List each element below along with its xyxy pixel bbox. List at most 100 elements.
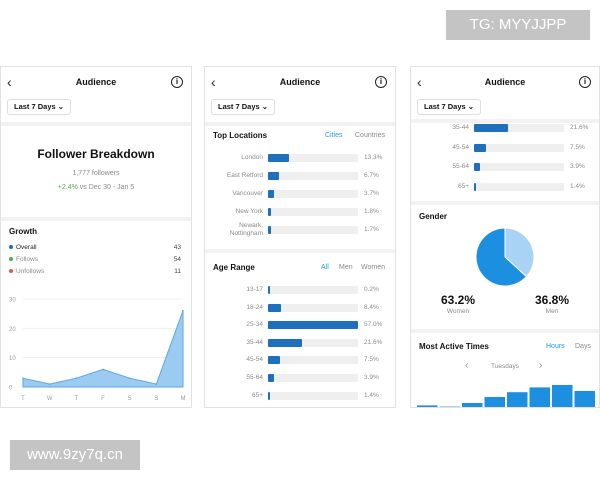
info-icon[interactable]: i bbox=[171, 76, 183, 88]
row-label: Vancouver bbox=[232, 190, 263, 197]
tab-days[interactable]: Days bbox=[575, 343, 591, 350]
legend-row: Unfollows 11 bbox=[9, 266, 181, 278]
growth-point bbox=[22, 377, 24, 379]
growth-chart: 30 20 10 0 T W T F S S M bbox=[9, 298, 186, 403]
row-bar bbox=[268, 391, 271, 400]
row-percent: 1.4% bbox=[364, 391, 379, 399]
row-bar bbox=[474, 182, 477, 191]
row-percent: 1.8% bbox=[364, 208, 379, 215]
x-tick-label: T bbox=[74, 396, 78, 402]
legend-dot bbox=[9, 269, 13, 274]
followers-change: +2.4% vs Dec 30 - Jan 5 bbox=[1, 184, 191, 191]
y-tick-label: 20 bbox=[9, 327, 16, 333]
pie-slice-men bbox=[504, 227, 535, 278]
row-percent: 21.6% bbox=[570, 124, 589, 131]
row-bar bbox=[268, 303, 282, 312]
row-percent: 3.7% bbox=[364, 190, 379, 197]
legend-value: 54 bbox=[173, 256, 181, 263]
watermark-top: TG: MYYJJPP bbox=[446, 10, 590, 40]
x-tick-label: T bbox=[21, 396, 25, 402]
legend-row: Overall 43 bbox=[9, 242, 181, 254]
audience-screen-overview: ‹ Audience i Last 7 Days ⌄ Follower Brea… bbox=[0, 66, 192, 408]
women-percent: 63.2% bbox=[440, 293, 476, 307]
growth-legend: Overall 43 Follows 54 Unfollows 11 bbox=[9, 242, 181, 278]
row-bar-track bbox=[268, 391, 358, 400]
row-bar-track bbox=[268, 374, 358, 382]
growth-point bbox=[48, 383, 51, 385]
active-hour-bar bbox=[439, 406, 460, 407]
tab-men[interactable]: Men bbox=[339, 264, 353, 271]
top-locations-title: Top Locations bbox=[213, 131, 268, 140]
header: ‹ Audience i bbox=[411, 67, 599, 97]
men-percent: 36.8% bbox=[534, 293, 570, 307]
tab-countries[interactable]: Countries bbox=[355, 132, 385, 139]
day-label: Tuesdays bbox=[491, 363, 519, 370]
row-percent: 8.4% bbox=[364, 303, 379, 311]
divider bbox=[1, 217, 191, 221]
tab-women[interactable]: Women bbox=[361, 264, 385, 271]
tab-hours[interactable]: Hours bbox=[546, 343, 565, 350]
growth-point bbox=[75, 377, 78, 379]
row-bar-track bbox=[268, 321, 358, 330]
most-active-times-title: Most Active Times bbox=[419, 342, 489, 351]
row-label: 35-44 bbox=[452, 124, 469, 131]
info-icon[interactable]: i bbox=[375, 76, 387, 88]
row-label: New York bbox=[235, 208, 263, 215]
divider bbox=[205, 249, 395, 253]
audience-screen-locations: ‹ Audience i Last 7 Days ⌄ Top Locations… bbox=[204, 66, 396, 408]
x-tick-label: S bbox=[128, 396, 132, 402]
legend-value: 11 bbox=[174, 268, 181, 275]
audience-screen-gender: ‹ Audience i Last 7 Days ⌄ 35-44 21.6% 45-… bbox=[410, 66, 600, 408]
growth-title: Growth bbox=[9, 227, 37, 236]
active-times-chart bbox=[417, 385, 595, 407]
women-label: Women bbox=[446, 308, 470, 315]
row-percent: 21.6% bbox=[364, 338, 383, 346]
row-label: 18-24 bbox=[246, 303, 263, 311]
x-tick-label: F bbox=[101, 396, 105, 402]
change-range: vs Dec 30 - Jan 5 bbox=[77, 184, 135, 191]
date-filter-dropdown[interactable]: Last 7 Days ⌄ bbox=[211, 99, 276, 115]
page-title: Audience bbox=[484, 77, 526, 87]
gender-pie-chart bbox=[475, 227, 535, 287]
row-bar-track bbox=[268, 172, 358, 180]
back-icon[interactable]: ‹ bbox=[211, 74, 216, 90]
y-tick-label: 10 bbox=[9, 356, 16, 362]
followers-count: 1,777 followers bbox=[72, 170, 120, 177]
info-icon[interactable]: i bbox=[579, 76, 591, 88]
row-bar bbox=[474, 143, 486, 152]
row-bar-track bbox=[268, 303, 358, 312]
back-icon[interactable]: ‹ bbox=[417, 74, 422, 90]
active-hour-bar bbox=[417, 405, 438, 407]
row-label: 35-44 bbox=[246, 338, 263, 346]
row-label: East Retford bbox=[226, 172, 263, 179]
row-label: 45-54 bbox=[452, 143, 469, 151]
tab-cities[interactable]: Cities bbox=[325, 132, 343, 139]
tab-all[interactable]: All bbox=[321, 264, 329, 271]
date-filter-dropdown[interactable]: Last 7 Days ⌄ bbox=[7, 99, 72, 115]
divider bbox=[411, 119, 599, 123]
active-hour-bar bbox=[529, 387, 550, 407]
row-percent: 7.5% bbox=[570, 143, 585, 151]
date-filter-dropdown[interactable]: Last 7 Days ⌄ bbox=[417, 99, 482, 115]
legend-dot bbox=[9, 245, 13, 250]
row-bar-track bbox=[474, 182, 564, 191]
row-label: 55-64 bbox=[246, 374, 263, 381]
row-percent: 1.7% bbox=[364, 226, 379, 233]
row-bar-track bbox=[474, 163, 564, 171]
y-tick-label: 30 bbox=[9, 298, 16, 304]
row-label: 55-64 bbox=[452, 163, 469, 170]
y-tick-label: 0 bbox=[9, 386, 13, 392]
row-bar bbox=[268, 338, 303, 347]
back-icon[interactable]: ‹ bbox=[7, 74, 12, 90]
men-label: Men bbox=[545, 308, 559, 315]
row-label: 65+ bbox=[251, 391, 263, 399]
legend-value: 43 bbox=[173, 244, 181, 251]
watermark-bottom: www.9zy7q.cn bbox=[10, 440, 140, 470]
row-label: 65+ bbox=[457, 182, 469, 190]
legend-row: Follows 54 bbox=[9, 254, 181, 266]
next-day-icon[interactable]: › bbox=[539, 360, 543, 371]
prev-day-icon[interactable]: ‹ bbox=[465, 360, 469, 371]
row-percent: 57.0% bbox=[364, 321, 383, 329]
row-bar-track bbox=[268, 190, 358, 198]
row-bar bbox=[268, 374, 275, 382]
